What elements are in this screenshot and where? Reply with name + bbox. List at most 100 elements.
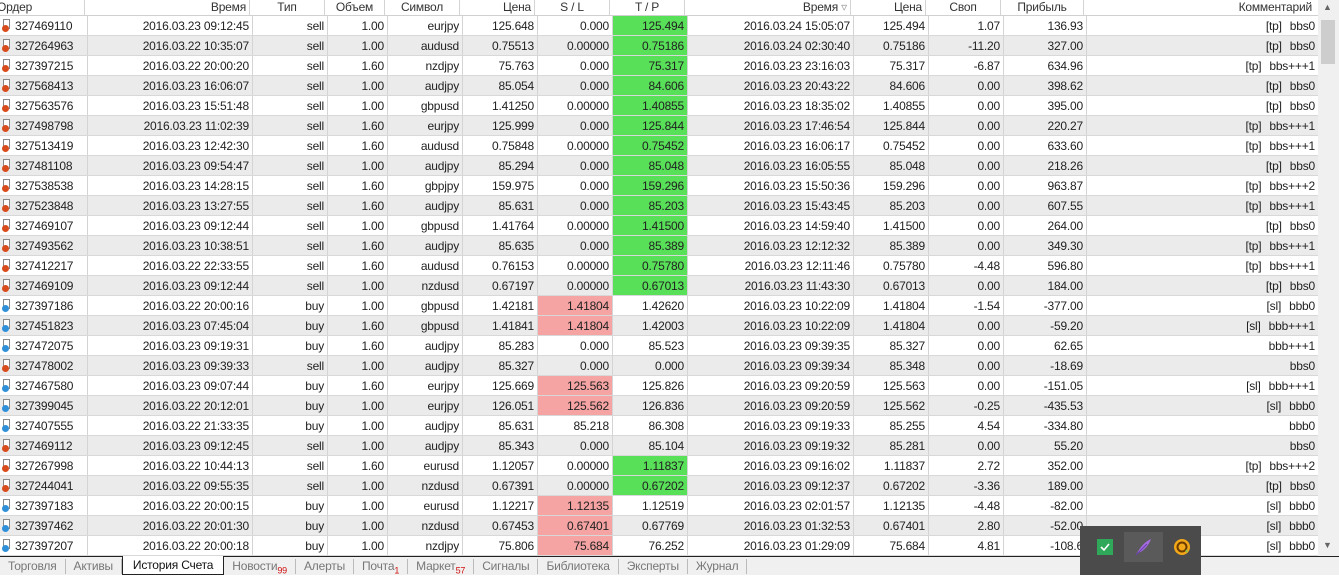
cell-order: 327467580 (0, 376, 88, 395)
column-header[interactable]: Цена (460, 0, 535, 15)
price-value: 75.806 (498, 539, 534, 553)
column-header[interactable]: Прибыль (1001, 0, 1084, 15)
cell-symbol: audjpy (388, 416, 463, 435)
column-header[interactable]: Тип (250, 0, 325, 15)
cell-type: buy (253, 296, 328, 315)
column-header[interactable]: Цена (851, 0, 926, 15)
scroll-up-icon[interactable]: ▲ (1323, 2, 1332, 12)
comment-text: bbb+++1 (1268, 319, 1316, 333)
table-row[interactable]: 327244041 2016.03.22 09:55:35 sell 1.00 nzdu… (0, 476, 1318, 496)
table-row[interactable]: 327493562 2016.03.23 10:38:51 sell 1.60 audj… (0, 236, 1318, 256)
tab-10[interactable]: Журнал (688, 559, 748, 574)
table-row[interactable]: 327469110 2016.03.23 09:12:45 sell 1.00 eurj… (0, 16, 1318, 36)
cell-sl: 0.00000 (538, 36, 613, 55)
sell-order-icon (2, 39, 12, 53)
scroll-down-icon[interactable]: ▼ (1323, 540, 1332, 550)
table-row[interactable]: 327451823 2016.03.23 07:45:04 buy 1.60 gbpus… (0, 316, 1318, 336)
table-row[interactable]: 327568413 2016.03.23 16:06:07 sell 1.00 audj… (0, 76, 1318, 96)
column-header[interactable]: T / P (610, 0, 685, 15)
table-row[interactable]: 327397186 2016.03.22 20:00:16 buy 1.00 gbpus… (0, 296, 1318, 316)
cell-comment: [tp] bbs+++1 (1087, 236, 1318, 255)
swap-value: 0.00 (977, 319, 1000, 333)
table-row[interactable]: 327399045 2016.03.22 20:12:01 buy 1.00 eurjp… (0, 396, 1318, 416)
green-check-icon[interactable] (1086, 532, 1124, 562)
tab-7[interactable]: Сигналы (474, 559, 539, 574)
tab-3[interactable]: Новости99 (224, 559, 296, 575)
table-row[interactable]: 327469109 2016.03.23 09:12:44 sell 1.00 nzdu… (0, 276, 1318, 296)
cell-profit: 963.87 (1004, 176, 1087, 195)
table-row[interactable]: 327397207 2016.03.22 20:00:18 buy 1.00 nzdjp… (0, 536, 1318, 556)
cell-comment: [tp] bbs0 (1087, 36, 1318, 55)
comment-text: bbb+++1 (1268, 379, 1316, 393)
table-row[interactable]: 327467580 2016.03.23 09:07:44 buy 1.60 eurjp… (0, 376, 1318, 396)
cell-profit: 62.65 (1004, 336, 1087, 355)
tp-value: 0.75186 (642, 39, 684, 53)
column-header-label: Время (802, 0, 839, 14)
cell-tp: 86.308 (613, 416, 688, 435)
tp-value: 85.104 (648, 439, 684, 453)
table-row[interactable]: 327469112 2016.03.23 09:12:45 sell 1.00 audj… (0, 436, 1318, 456)
column-header[interactable]: S / L (535, 0, 610, 15)
table-row[interactable]: 327481108 2016.03.23 09:54:47 sell 1.00 audj… (0, 156, 1318, 176)
tab-4[interactable]: Алерты (296, 559, 354, 574)
swap-value: -1.54 (973, 299, 1001, 313)
scroll-thumb[interactable] (1321, 20, 1335, 64)
tab-2[interactable]: История Счета (121, 556, 225, 575)
symbol-value: eurjpy (427, 119, 460, 133)
swap-value: -4.48 (973, 259, 1001, 273)
cell-price: 1.42181 (463, 296, 538, 315)
cell-price: 0.76153 (463, 256, 538, 275)
close-price-value: 85.281 (889, 439, 925, 453)
column-header[interactable]: Объем (325, 0, 385, 15)
tab-8[interactable]: Библиотека (538, 559, 619, 574)
purple-feather-icon[interactable] (1124, 532, 1163, 562)
table-row[interactable]: 327472075 2016.03.23 09:19:31 buy 1.60 audjp… (0, 336, 1318, 356)
swap-value: -0.25 (973, 399, 1001, 413)
table-row[interactable]: 327412217 2016.03.22 22:33:55 sell 1.60 audu… (0, 256, 1318, 276)
table-row[interactable]: 327397183 2016.03.22 20:00:15 buy 1.00 eurus… (0, 496, 1318, 516)
table-row[interactable]: 327478002 2016.03.23 09:39:33 sell 1.00 audj… (0, 356, 1318, 376)
tab-5[interactable]: Почта1 (354, 559, 409, 575)
type-value: sell (306, 99, 324, 113)
column-header[interactable]: Ордер (0, 0, 85, 15)
table-row[interactable]: 327267998 2016.03.22 10:44:13 sell 1.60 euru… (0, 456, 1318, 476)
cell-swap: 0.00 (929, 376, 1004, 395)
table-row[interactable]: 327498798 2016.03.23 11:02:39 sell 1.60 eurj… (0, 116, 1318, 136)
table-row[interactable]: 327397462 2016.03.22 20:01:30 buy 1.00 nzdus… (0, 516, 1318, 536)
table-row[interactable]: 327538538 2016.03.23 14:28:15 sell 1.60 gbpj… (0, 176, 1318, 196)
cell-volume: 1.60 (328, 176, 388, 195)
tab-0[interactable]: Торговля (0, 559, 66, 574)
vertical-scrollbar[interactable]: ▲ ▼ (1318, 0, 1339, 556)
column-header[interactable]: Время (85, 0, 250, 15)
tab-label: Торговля (8, 559, 57, 573)
order-value: 327451823 (15, 319, 74, 333)
cell-sl: 0.000 (538, 176, 613, 195)
time-value: 2016.03.23 09:39:33 (142, 359, 250, 373)
tab-6[interactable]: Маркет57 (408, 559, 475, 575)
table-row[interactable]: 327523848 2016.03.23 13:27:55 sell 1.60 audj… (0, 196, 1318, 216)
cell-order: 327523848 (0, 196, 88, 215)
symbol-value: nzdusd (421, 519, 460, 533)
table-row[interactable]: 327407555 2016.03.22 21:33:35 buy 1.00 audjp… (0, 416, 1318, 436)
table-row[interactable]: 327397215 2016.03.22 20:00:20 sell 1.60 nzdj… (0, 56, 1318, 76)
tab-1[interactable]: Активы (66, 559, 122, 574)
cell-comment: [tp] bbs+++1 (1087, 116, 1318, 135)
column-header[interactable]: Время ▿ (685, 0, 851, 15)
table-row[interactable]: 327264963 2016.03.22 10:35:07 sell 1.00 audu… (0, 36, 1318, 56)
sl-value: 0.000 (579, 159, 609, 173)
close-time-value: 2016.03.23 16:06:17 (743, 139, 851, 153)
volume-value: 1.00 (361, 79, 384, 93)
volume-value: 1.60 (361, 139, 384, 153)
table-row[interactable]: 327513419 2016.03.23 12:42:30 sell 1.60 audu… (0, 136, 1318, 156)
orange-refresh-icon[interactable] (1163, 532, 1201, 562)
tab-9[interactable]: Эксперты (619, 559, 688, 574)
type-value: sell (306, 119, 324, 133)
column-header[interactable]: Символ (385, 0, 460, 15)
table-row[interactable]: 327563576 2016.03.23 15:51:48 sell 1.00 gbpu… (0, 96, 1318, 116)
column-header[interactable]: Своп (926, 0, 1001, 15)
cell-swap: 0.00 (929, 236, 1004, 255)
profit-value: -435.53 (1043, 399, 1084, 413)
table-row[interactable]: 327469107 2016.03.23 09:12:44 sell 1.00 gbpu… (0, 216, 1318, 236)
column-header[interactable]: Комментарий (1084, 0, 1315, 15)
cell-sl: 0.00000 (538, 96, 613, 115)
